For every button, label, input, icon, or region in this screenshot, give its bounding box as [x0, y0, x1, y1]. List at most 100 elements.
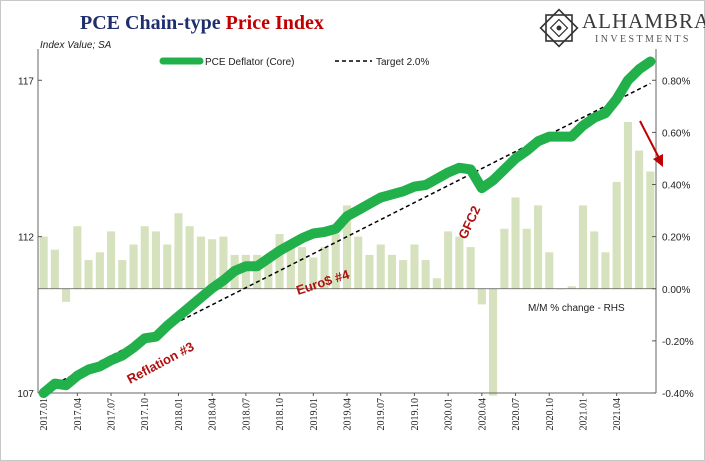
bar-mm-2021.03 [601, 252, 610, 289]
bar-mm-2017.12 [163, 244, 172, 289]
bar-mm-2019.05 [354, 236, 363, 289]
right-tick-label: 0.00% [662, 285, 690, 296]
bar-mm-2019.02 [320, 247, 329, 289]
chart-subtitle: Index Value; SA [40, 40, 112, 51]
left-tick-label: 112 [18, 233, 34, 244]
bar-mm-2021.02 [590, 231, 599, 289]
bar-mm-2017.06 [95, 252, 104, 289]
x-tick-label: 2019.07 [376, 398, 387, 431]
x-tick-label: 2019.10 [410, 398, 421, 431]
bar-mm-2018.09 [264, 257, 273, 289]
legend-label-pce: PCE Deflator (Core) [205, 57, 294, 68]
x-tick-label: 2018.10 [275, 398, 286, 431]
bar-mm-2018.02 [185, 226, 194, 289]
bar-mm-2021.05 [623, 122, 632, 289]
bar-mm-2017.02 [50, 249, 59, 289]
bar-mm-2020.08 [522, 228, 531, 289]
bar-mm-2021.07 [646, 171, 655, 289]
x-tick-label: 2018.04 [208, 398, 219, 431]
bar-mm-2018.08 [253, 254, 262, 289]
brand-name: ALHAMBRA [582, 9, 705, 33]
bar-mm-2018.04 [208, 239, 217, 289]
bar-mm-2017.07 [107, 231, 116, 289]
bar-mm-2020.02 [455, 236, 464, 289]
rhs-note: M/M % change - RHS [528, 303, 625, 314]
x-tick-label: 2017.10 [140, 398, 151, 431]
bar-mm-2021.06 [635, 150, 644, 289]
x-tick-label: 2020.04 [477, 398, 488, 431]
bar-mm-2020.05 [489, 288, 498, 396]
right-tick-label: 0.40% [662, 181, 690, 192]
right-tick-label: 0.20% [662, 233, 690, 244]
bar-mm-2017.08 [118, 260, 127, 289]
x-tick-label: 2019.04 [343, 398, 354, 431]
right-tick-label: 0.80% [662, 76, 690, 87]
bar-mm-2018.03 [196, 236, 205, 289]
bar-mm-2019.03 [331, 234, 340, 289]
bar-mm-2019.04 [343, 205, 352, 289]
bar-mm-2018.10 [275, 234, 284, 289]
brand-logo [539, 8, 579, 48]
x-tick-label: 2018.07 [241, 398, 252, 431]
brand-subtitle: INVESTMENTS [595, 34, 691, 45]
x-axis-ticks: 2017.01 2017.04 2017.07 2017.10 2018.01 2018.… [39, 393, 623, 431]
bar-mm-2018.12 [298, 247, 307, 289]
bar-mm-2017.01 [39, 236, 48, 289]
bar-mm-2018.11 [286, 244, 295, 289]
bar-mm-2020.03 [466, 247, 475, 289]
bar-mm-2018.05 [219, 236, 228, 289]
legend: PCE Deflator (Core) Target 2.0% [159, 57, 429, 68]
left-tick-label: 117 [18, 76, 34, 87]
chart-title: PCE Chain-type Price Index [80, 12, 324, 35]
right-tick-label: -0.40% [662, 389, 694, 400]
brand-star-icon [539, 8, 579, 48]
bar-mm-2017.11 [151, 231, 160, 289]
bar-mm-2019.06 [365, 254, 374, 289]
legend-label-target: Target 2.0% [376, 57, 429, 68]
bar-mm-2017.10 [140, 226, 149, 289]
bar-mm-2017.09 [129, 244, 138, 289]
bar-mm-2020.01 [444, 231, 453, 289]
right-axis-ticks: 0.80% 0.60% 0.40% 0.20% 0.00% -0.20% -0.40% [652, 76, 694, 400]
pce-deflator-line [38, 56, 656, 398]
bar-mm-2019.09 [399, 260, 408, 289]
annotation-gfc2: GFC2 [455, 204, 483, 242]
bar-mm-2020.10 [545, 252, 554, 289]
x-tick-label: 2018.01 [174, 398, 185, 431]
x-tick-label: 2020.01 [444, 398, 455, 431]
bar-mm-2020.09 [534, 205, 543, 289]
bar-mm-2019.08 [387, 254, 396, 289]
bar-mm-2020.06 [500, 228, 509, 289]
x-tick-label: 2021.01 [579, 398, 590, 431]
x-tick-label: 2020.10 [545, 398, 556, 431]
right-tick-label: -0.20% [662, 337, 694, 348]
bar-mm-2020.12 [567, 286, 576, 289]
x-tick-label: 2017.07 [107, 398, 118, 431]
right-tick-label: 0.60% [662, 128, 690, 139]
x-tick-label: 2019.01 [309, 398, 320, 431]
mm-change-bars [39, 122, 655, 396]
bar-mm-2019.10 [410, 244, 419, 289]
red-arrow-icon [639, 120, 663, 167]
title-part-1: PCE Chain-type [80, 12, 221, 34]
bar-mm-2019.11 [421, 260, 430, 289]
bar-mm-2017.04 [73, 226, 82, 289]
left-tick-label: 107 [17, 389, 34, 400]
bar-mm-2019.07 [376, 244, 385, 289]
bar-mm-2018.07 [241, 254, 250, 289]
bar-mm-2020.04 [477, 288, 486, 305]
bar-mm-2017.05 [84, 260, 93, 289]
x-tick-label: 2017.04 [73, 398, 84, 431]
bar-mm-2018.01 [174, 213, 183, 289]
bar-mm-2020.07 [511, 197, 520, 289]
bar-mm-2021.04 [612, 181, 621, 289]
x-tick-label: 2021.04 [612, 398, 623, 431]
x-tick-label: 2020.07 [511, 398, 522, 431]
x-tick-label: 2017.01 [39, 398, 50, 431]
bar-mm-2019.01 [309, 257, 318, 289]
title-part-2: Price Index [225, 12, 324, 34]
bar-mm-2021.01 [578, 205, 587, 289]
bar-mm-2019.12 [432, 278, 441, 289]
bar-mm-2017.03 [62, 288, 71, 302]
